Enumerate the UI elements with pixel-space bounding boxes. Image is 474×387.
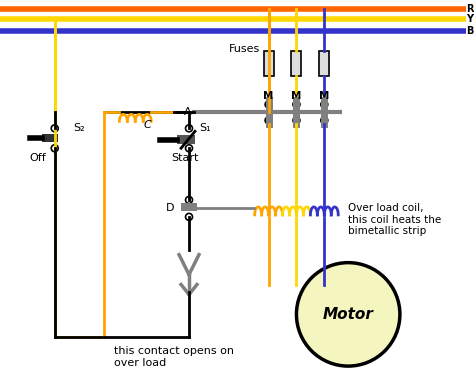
Text: this contact opens on
over load: this contact opens on over load [114,346,235,368]
Text: M: M [319,91,329,101]
Text: S₁: S₁ [199,123,210,134]
Text: R: R [466,4,474,14]
Text: Off: Off [29,153,46,163]
Text: M: M [291,91,301,101]
Bar [181,203,197,211]
Text: B: B [466,26,474,36]
Text: Over load coil,
this coil heats the
bimetallic strip: Over load coil, this coil heats the bime… [348,203,441,236]
Bar [264,51,273,75]
Bar [319,51,329,75]
Circle shape [296,263,400,366]
Bar [177,135,195,144]
Text: Y: Y [466,14,474,24]
Bar [42,134,58,142]
Text: C: C [143,120,151,130]
Text: Fuses: Fuses [229,44,260,54]
Text: D: D [165,203,174,213]
Text: Start: Start [171,153,199,163]
Bar [292,51,301,75]
Text: A: A [184,108,192,117]
Text: Motor: Motor [323,307,374,322]
Text: S₂: S₂ [73,123,85,134]
Text: M: M [264,91,274,101]
